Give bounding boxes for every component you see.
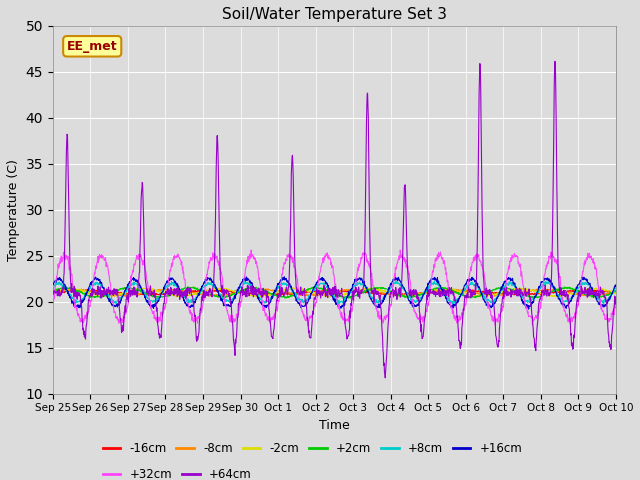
Title: Soil/Water Temperature Set 3: Soil/Water Temperature Set 3	[222, 7, 447, 22]
Legend: +32cm, +64cm: +32cm, +64cm	[98, 464, 257, 480]
X-axis label: Time: Time	[319, 419, 349, 432]
Y-axis label: Temperature (C): Temperature (C)	[7, 159, 20, 261]
Text: EE_met: EE_met	[67, 40, 118, 53]
